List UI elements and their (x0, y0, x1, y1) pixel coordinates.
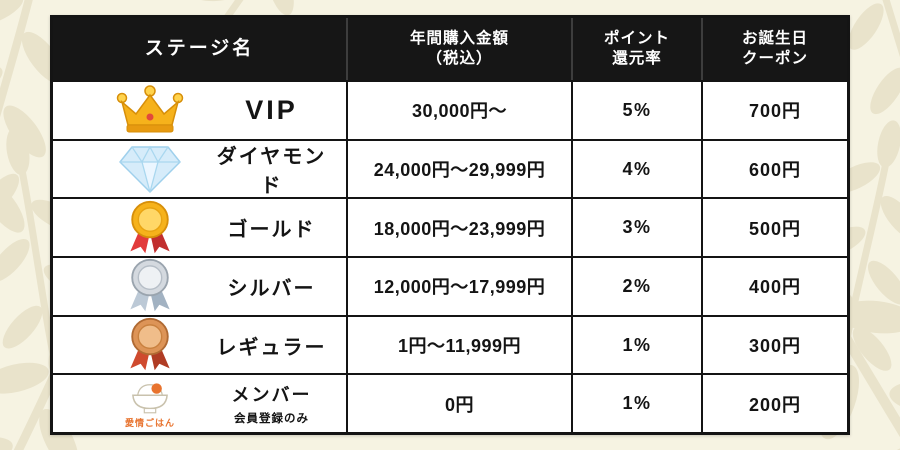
tier-row-diamond: ダイヤモンド 24,000円〜29,999円 4% 600円 (53, 138, 847, 198)
tier-row-regular: レギュラー 1円〜11,999円 1% 300円 (53, 314, 847, 374)
annual-amount-value: 12,000円〜17,999円 (346, 258, 571, 315)
birthday-coupon-value: 700円 (701, 82, 847, 139)
membership-tier-table: ステージ名 年間購入金額 （税込） ポイント 還元率 お誕生日 クーポン (50, 15, 850, 435)
annual-amount-value: 1円〜11,999円 (346, 316, 571, 374)
point-rate-value: 4% (571, 140, 701, 198)
gold-medal-icon (89, 199, 211, 257)
birthday-coupon-value: 300円 (701, 316, 847, 374)
annual-amount-value: 30,000円〜 (346, 82, 571, 139)
bronze-medal-icon (89, 316, 211, 374)
point-rate-value: 1% (571, 316, 701, 374)
point-rate-value: 1% (571, 375, 701, 433)
birthday-coupon-value: 500円 (701, 199, 847, 257)
birthday-coupon-value: 400円 (701, 258, 847, 315)
diamond-icon (89, 142, 211, 196)
stage-name: ダイヤモンド (216, 146, 327, 198)
tier-row-gold: ゴールド 18,000円〜23,999円 3% 500円 (53, 197, 847, 257)
annual-amount-value: 18,000円〜23,999円 (346, 199, 571, 257)
stage-name: レギュラー (216, 336, 327, 359)
header-birthday-coupon: お誕生日 クーポン (701, 18, 847, 80)
member-registration-note: 会員登録のみ (234, 413, 309, 426)
stage-cell: VIP (53, 82, 346, 139)
stage-cell: 愛情ごはん メンバー 会員登録のみ (53, 375, 346, 432)
header-point-rate: ポイント 還元率 (571, 18, 701, 80)
stage-cell: ゴールド (53, 199, 346, 256)
stage-cell: レギュラー (53, 317, 346, 374)
header-stage-name: ステージ名 (53, 18, 346, 80)
birthday-coupon-value: 200円 (701, 375, 847, 433)
tier-row-member: 愛情ごはん メンバー 会員登録のみ 0円 1% 200円 (53, 373, 847, 433)
tier-row-silver: シルバー 12,000円〜17,999円 2% 400円 (53, 256, 847, 315)
annual-amount-value: 24,000円〜29,999円 (346, 140, 571, 198)
point-rate-value: 2% (571, 258, 701, 315)
birthday-coupon-value: 600円 (701, 140, 847, 198)
annual-amount-value: 0円 (346, 375, 571, 433)
stage-name: ゴールド (227, 219, 316, 242)
stage-cell: シルバー (53, 258, 346, 315)
table-header-row: ステージ名 年間購入金額 （税込） ポイント 還元率 お誕生日 クーポン (53, 18, 847, 80)
point-rate-value: 3% (571, 199, 701, 257)
stage-cell: ダイヤモンド (53, 141, 346, 198)
logo-text: 愛情ごはん (124, 417, 175, 428)
stage-name: VIP (245, 94, 298, 125)
crown-icon (89, 84, 211, 136)
silver-medal-icon (89, 257, 211, 315)
tier-row-vip: VIP 30,000円〜 5% 700円 (53, 80, 847, 139)
rice-bowl-logo: 愛情ごはん (89, 380, 211, 428)
stage-name: メンバー 会員登録のみ (211, 381, 346, 426)
stage-name: シルバー (227, 277, 316, 300)
header-stage-name-label: ステージ名 (144, 37, 255, 59)
point-rate-value: 5% (571, 82, 701, 139)
header-annual-amount: 年間購入金額 （税込） (346, 18, 571, 80)
